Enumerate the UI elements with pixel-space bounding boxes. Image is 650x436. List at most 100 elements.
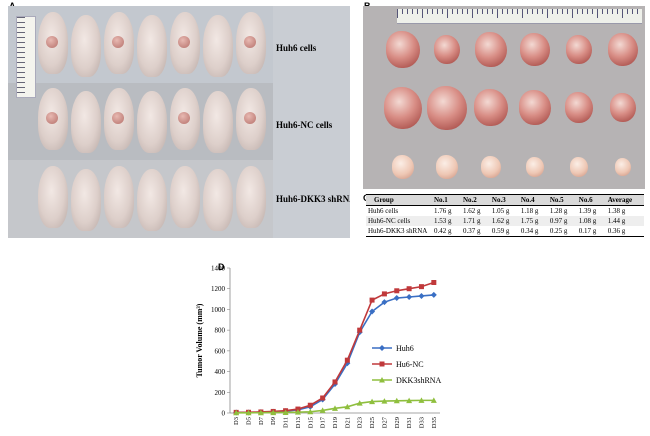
- table-cell: Huh6-DKK3 shRNA: [366, 226, 432, 237]
- ruler-tick: [632, 9, 633, 14]
- ruler-tick: [567, 9, 568, 14]
- data-point: [381, 291, 387, 297]
- y-tick-label: 200: [215, 389, 226, 397]
- ruler-tick: [402, 9, 403, 14]
- data-point: [430, 291, 437, 298]
- x-tick-label: D19: [332, 417, 339, 428]
- excised-tumor: [436, 155, 458, 180]
- mouse: [236, 166, 266, 228]
- mouse: [38, 166, 68, 228]
- ruler-tick: [17, 62, 25, 63]
- tumor-spot: [46, 36, 58, 48]
- table-cell: 1.05 g: [491, 207, 510, 215]
- table-cell: 1.53 g: [432, 216, 461, 226]
- x-tick-label: D7: [258, 416, 265, 425]
- x-tick-label: D5: [246, 417, 253, 425]
- data-point: [406, 397, 413, 404]
- ruler-tick: [462, 9, 463, 14]
- mouse: [137, 15, 167, 77]
- table-cell: 1.28 g: [549, 207, 568, 215]
- excised-tumor: [608, 33, 638, 66]
- data-point: [233, 409, 240, 416]
- excised-tumor: [519, 90, 551, 126]
- x-tick-label: D31: [406, 417, 413, 428]
- table-cell: 1.39 g: [578, 207, 597, 215]
- data-point: [307, 408, 314, 415]
- y-axis-label: Tumor Volume (mm³): [195, 303, 204, 377]
- excised-tumor: [565, 92, 593, 123]
- ruler-tick: [467, 9, 468, 14]
- data-point: [406, 294, 413, 300]
- tumor-spot: [244, 36, 256, 48]
- x-tick-label: D35: [431, 417, 438, 428]
- ruler-tick: [17, 22, 25, 23]
- legend-marker: [379, 377, 385, 383]
- ruler-tick: [17, 72, 25, 73]
- y-tick-label: 600: [215, 347, 226, 355]
- y-tick-label: 1000: [211, 306, 226, 314]
- data-point: [381, 299, 388, 306]
- tumor-spot: [178, 112, 190, 124]
- x-tick-label: D21: [344, 417, 351, 428]
- ruler-tick: [582, 9, 583, 14]
- table-header: No.4: [518, 194, 548, 206]
- ruler-tick: [482, 9, 483, 14]
- data-point: [320, 395, 326, 401]
- table-header: No.5: [547, 194, 577, 206]
- ruler-tick: [432, 9, 433, 14]
- legend-label: Hu6-NC: [396, 360, 424, 369]
- ruler-tick: [417, 9, 418, 14]
- table-cell: 0.36 g: [605, 226, 644, 237]
- table-cell: 1.76 g: [434, 207, 452, 215]
- table-cell: 1.75 g: [518, 216, 548, 226]
- ruler-tick: [537, 9, 538, 14]
- data-point: [294, 409, 301, 415]
- table-header: Average: [605, 194, 644, 206]
- excised-tumor: [384, 87, 422, 129]
- data-point: [319, 407, 326, 413]
- ruler-tick: [547, 9, 548, 18]
- table-cell: 0.37 g: [460, 226, 490, 237]
- ruler-tick: [557, 9, 558, 14]
- table-row: Huh6-DKK3 shRNA 0.42 g 0.37 g 0.59 g 0.3…: [366, 226, 644, 237]
- table-row: Huh6-NC cells 1.53 g 1.71 g 1.62 g 1.75 …: [366, 216, 644, 226]
- x-tick-label: D27: [381, 416, 388, 428]
- ruler-tick: [17, 17, 25, 18]
- ruler-tick: [622, 9, 623, 18]
- mouse: [170, 166, 200, 228]
- ruler-tick: [527, 9, 528, 14]
- tumor-spot: [46, 112, 58, 124]
- ruler-tick: [492, 9, 493, 14]
- ruler-tick: [592, 9, 593, 14]
- table-cell: 1.18 g: [520, 207, 539, 215]
- ruler-tick: [17, 37, 25, 38]
- table-cell: 1.44 g: [605, 216, 644, 226]
- data-point: [431, 280, 437, 285]
- ruler-tick: [17, 42, 25, 43]
- table-header: Group: [366, 194, 432, 206]
- table-cell: 1.71 g: [460, 216, 490, 226]
- data-point: [257, 409, 264, 416]
- excised-tumor: [481, 156, 501, 178]
- ruler-tick: [487, 9, 488, 14]
- ruler-tick: [17, 52, 25, 53]
- ruler-tick: [427, 9, 428, 14]
- y-tick-label: 400: [215, 368, 226, 376]
- ruler-tick: [412, 9, 413, 14]
- excised-tumor: [570, 157, 588, 177]
- data-point: [282, 409, 289, 415]
- table-cell: 0.34 g: [518, 226, 548, 237]
- data-point: [369, 398, 376, 405]
- ruler-tick: [587, 9, 588, 14]
- data-point: [418, 284, 424, 290]
- ruler-tick: [17, 92, 25, 93]
- data-point: [381, 398, 388, 404]
- x-tick-label: D23: [357, 417, 364, 428]
- ruler-tick: [422, 9, 423, 18]
- data-point: [406, 286, 412, 292]
- ruler-tick: [477, 9, 478, 14]
- ruler-tick: [562, 9, 563, 14]
- ruler-tick: [602, 9, 603, 14]
- ruler-tick: [497, 9, 498, 18]
- ruler-tick: [17, 27, 25, 28]
